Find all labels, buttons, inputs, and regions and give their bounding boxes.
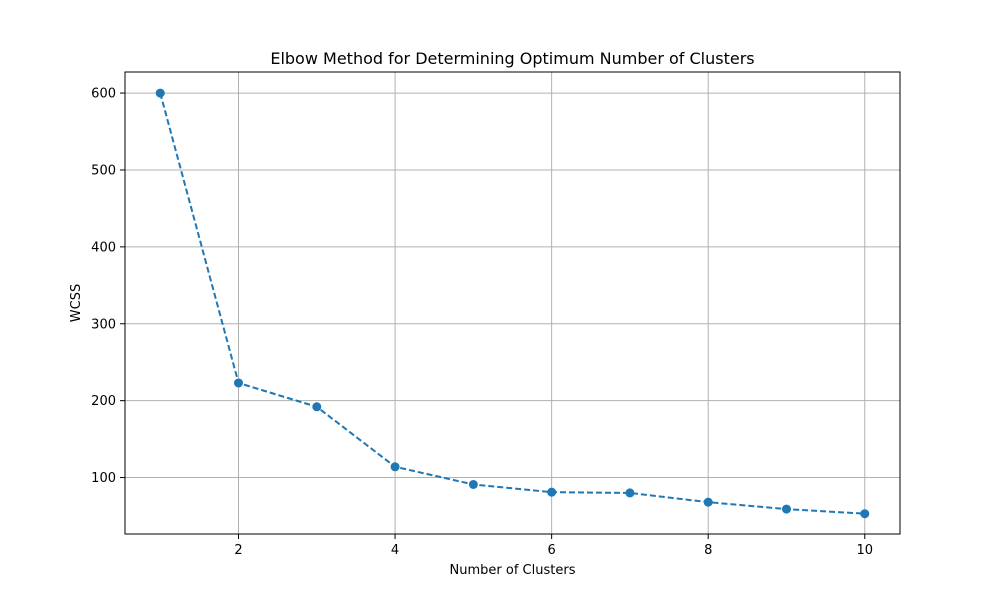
data-point — [234, 378, 244, 388]
x-tick-label: 8 — [704, 543, 712, 558]
series-layer — [155, 88, 870, 519]
data-point — [860, 509, 870, 519]
y-tick-label: 600 — [91, 87, 116, 102]
y-tick-label: 400 — [91, 240, 116, 255]
ticks: 2 4 6 8 10 100 200 300 400 500 600 — [91, 87, 873, 558]
data-point — [390, 462, 400, 472]
x-tick-label: 4 — [391, 543, 399, 558]
grid — [125, 72, 900, 534]
data-point — [625, 488, 635, 498]
data-point — [312, 402, 322, 412]
data-point — [703, 497, 713, 507]
y-tick-label: 200 — [91, 394, 116, 409]
data-point — [468, 479, 478, 489]
plot-frame — [124, 71, 901, 535]
y-tick-label: 500 — [91, 163, 116, 178]
x-tick-label: 2 — [234, 543, 242, 558]
chart-title: Elbow Method for Determining Optimum Num… — [270, 49, 754, 68]
x-tick-label: 6 — [548, 543, 556, 558]
data-point — [155, 88, 165, 98]
data-point — [547, 487, 557, 497]
x-axis-title: Number of Clusters — [450, 563, 576, 578]
y-tick-label: 100 — [91, 471, 116, 486]
y-tick-label: 300 — [91, 317, 116, 332]
x-tick-label: 10 — [856, 543, 873, 558]
y-axis-title: WCSS — [69, 284, 84, 322]
data-point — [781, 504, 791, 514]
